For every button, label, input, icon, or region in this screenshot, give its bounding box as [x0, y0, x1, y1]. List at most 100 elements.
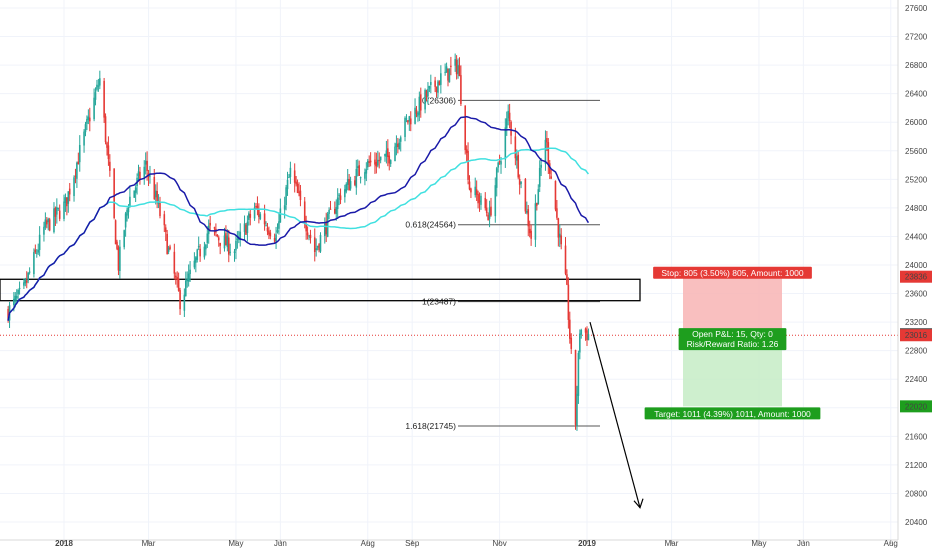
- candle-body: [199, 248, 201, 257]
- x-tick-label: May: [751, 539, 766, 548]
- candle-body: [116, 241, 118, 249]
- candle-body: [349, 181, 352, 189]
- candle-body: [576, 393, 578, 426]
- candle-body: [156, 190, 158, 203]
- candle-body: [356, 166, 359, 168]
- candle-body: [87, 116, 90, 120]
- candle-body: [243, 223, 246, 232]
- candle-body: [445, 66, 448, 73]
- candle-body: [369, 160, 372, 163]
- candle-body: [285, 187, 287, 205]
- x-tick-label: 2018: [55, 539, 73, 548]
- time-axis[interactable]: 2018 Mar May Jun Aug Sep Nov 2019 Mar May Jun Aug: [55, 539, 898, 548]
- candle-body: [137, 171, 140, 177]
- candle-body: [587, 334, 590, 341]
- candle-body: [124, 213, 127, 228]
- candle-body: [177, 278, 180, 291]
- candle-body: [139, 171, 141, 180]
- candle-body: [424, 89, 426, 110]
- candle-body: [47, 218, 50, 223]
- candle-body: [99, 78, 101, 86]
- candle-body: [226, 235, 229, 248]
- candle-body: [507, 110, 509, 119]
- candle-body: [377, 159, 379, 166]
- candle-body: [313, 237, 316, 252]
- candle-body: [530, 230, 532, 239]
- x-tick-label: Sep: [405, 539, 420, 548]
- candle-body: [458, 65, 461, 77]
- candle-body: [407, 120, 409, 123]
- candle-body: [186, 279, 189, 282]
- candle-body: [78, 145, 81, 163]
- price-badge: 23836: [905, 273, 928, 282]
- candle-body: [76, 162, 78, 179]
- candle-body: [275, 234, 277, 242]
- price-badges: 23836230312301622020: [900, 270, 932, 413]
- y-tick-label: 26000: [905, 118, 928, 127]
- candle-body: [104, 116, 107, 143]
- stop-zone: [683, 276, 782, 335]
- candle-body: [119, 246, 121, 271]
- candle-body: [318, 244, 320, 250]
- candle-body: [305, 223, 307, 232]
- candle-body: [475, 189, 478, 195]
- candle-body: [430, 82, 432, 85]
- price-axis[interactable]: 2040020800212002160022000224002280023200…: [905, 4, 928, 527]
- candle-body: [454, 59, 456, 66]
- candle-body: [266, 227, 269, 232]
- y-tick-label: 24800: [905, 204, 928, 213]
- candle-body: [408, 116, 411, 122]
- candle-body: [238, 237, 240, 240]
- candle-body: [577, 352, 580, 396]
- candle-body: [536, 203, 538, 206]
- candle-body: [133, 190, 136, 198]
- y-tick-label: 21600: [905, 432, 928, 441]
- candle-body: [556, 208, 558, 218]
- candle-body: [146, 160, 148, 171]
- candle-body: [528, 228, 531, 234]
- candle-body: [566, 274, 568, 285]
- candle-body: [77, 161, 80, 165]
- candle-body: [467, 150, 469, 180]
- candle-body: [339, 195, 342, 200]
- moving-average-slow: [7, 147, 589, 321]
- candle-body: [384, 153, 386, 157]
- candle-body: [235, 240, 237, 251]
- candle-body: [129, 196, 131, 207]
- candle-body: [358, 165, 360, 176]
- candle-body: [278, 221, 280, 229]
- candle-body: [490, 206, 492, 216]
- candle-body: [497, 162, 499, 168]
- candle-body: [447, 68, 449, 81]
- y-tick-label: 23200: [905, 318, 928, 327]
- candle-body: [197, 246, 200, 248]
- candle-body: [399, 137, 402, 142]
- candle-body: [209, 222, 211, 226]
- candle-body: [167, 247, 170, 252]
- candle-body: [316, 246, 319, 248]
- candle-body: [348, 179, 350, 191]
- target-label-bg: [644, 407, 821, 420]
- candle-body: [13, 298, 15, 305]
- candle-body: [53, 208, 55, 233]
- candle-body: [495, 168, 498, 188]
- candle-body: [478, 200, 481, 203]
- candle-body: [584, 328, 587, 333]
- candle-body: [183, 294, 186, 311]
- price-badge-bg: [900, 270, 932, 283]
- candle-body: [96, 84, 98, 90]
- candle-body: [548, 163, 551, 174]
- grid: [0, 0, 898, 540]
- candle-body: [520, 181, 522, 184]
- candle-body: [83, 131, 85, 146]
- candle-body: [389, 160, 392, 164]
- candle-body: [319, 234, 322, 252]
- candle-body: [558, 233, 561, 238]
- candle-body: [526, 211, 528, 213]
- candle-body: [417, 112, 419, 117]
- candle-body: [397, 143, 399, 148]
- candle-body: [279, 208, 282, 223]
- candle-body: [487, 214, 489, 221]
- candle-body: [374, 159, 376, 165]
